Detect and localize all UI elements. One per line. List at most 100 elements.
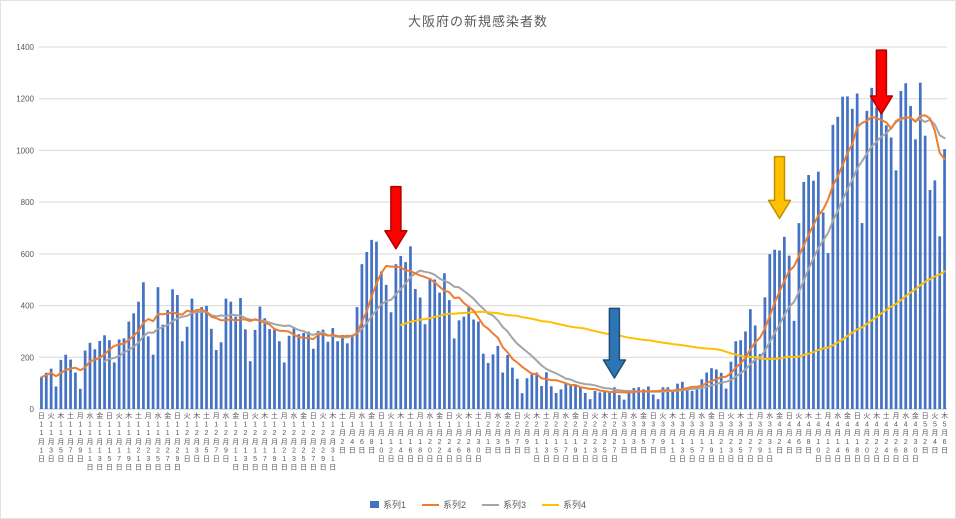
bar [506, 354, 509, 409]
bar [297, 334, 301, 409]
bar [710, 368, 713, 409]
bar [74, 372, 77, 409]
bar [384, 284, 388, 409]
bar [394, 264, 398, 409]
bar [598, 392, 602, 409]
bar [341, 335, 344, 409]
bar [151, 354, 155, 409]
legend-label: 系列4 [563, 500, 587, 510]
bar [559, 389, 563, 409]
line-系列4 [399, 270, 946, 360]
bar [617, 395, 621, 409]
bar [685, 387, 689, 409]
bar [428, 278, 432, 409]
bar [758, 353, 762, 409]
bar [588, 399, 592, 409]
bar [418, 297, 422, 409]
bar [69, 359, 72, 409]
bar [642, 389, 645, 409]
y-axis-label: 600 [21, 250, 35, 259]
bar [763, 297, 767, 409]
bar [326, 341, 330, 409]
bar [666, 387, 670, 409]
red-arrow-january-peak [384, 185, 408, 250]
y-axis-label: 0 [30, 405, 35, 414]
bar [622, 399, 626, 409]
bar [875, 107, 878, 409]
bar [627, 392, 631, 409]
gold-arrow-april-rise [767, 155, 792, 220]
bar [321, 329, 325, 409]
bar [117, 339, 121, 409]
bar [311, 348, 315, 409]
bar [651, 394, 655, 409]
bar [277, 341, 281, 409]
bar [773, 249, 776, 409]
bar [93, 349, 97, 409]
bar [778, 250, 781, 409]
bar [452, 338, 456, 409]
y-axis-label: 1400 [16, 43, 34, 52]
bar [399, 255, 403, 409]
bar [904, 83, 908, 409]
y-axis-label: 1200 [16, 95, 34, 104]
bar [180, 341, 184, 409]
bar [103, 335, 106, 409]
legend-item-1: 系列1 [369, 498, 406, 511]
bar [239, 298, 242, 409]
bar [282, 362, 286, 409]
bar [409, 246, 412, 409]
bar [870, 87, 874, 409]
bar [850, 108, 854, 410]
bar [501, 372, 505, 409]
bar [637, 387, 641, 409]
bar [64, 354, 68, 409]
bar [700, 379, 704, 409]
bar [894, 170, 898, 409]
bar [171, 289, 174, 409]
blue-arrow-march-trough [602, 307, 627, 379]
bar [656, 399, 660, 409]
y-axis-label: 200 [21, 353, 35, 362]
bar [219, 342, 223, 409]
bar [899, 90, 903, 410]
bar [161, 324, 165, 409]
bar [49, 368, 53, 409]
bar [753, 325, 757, 409]
bar [263, 318, 267, 409]
